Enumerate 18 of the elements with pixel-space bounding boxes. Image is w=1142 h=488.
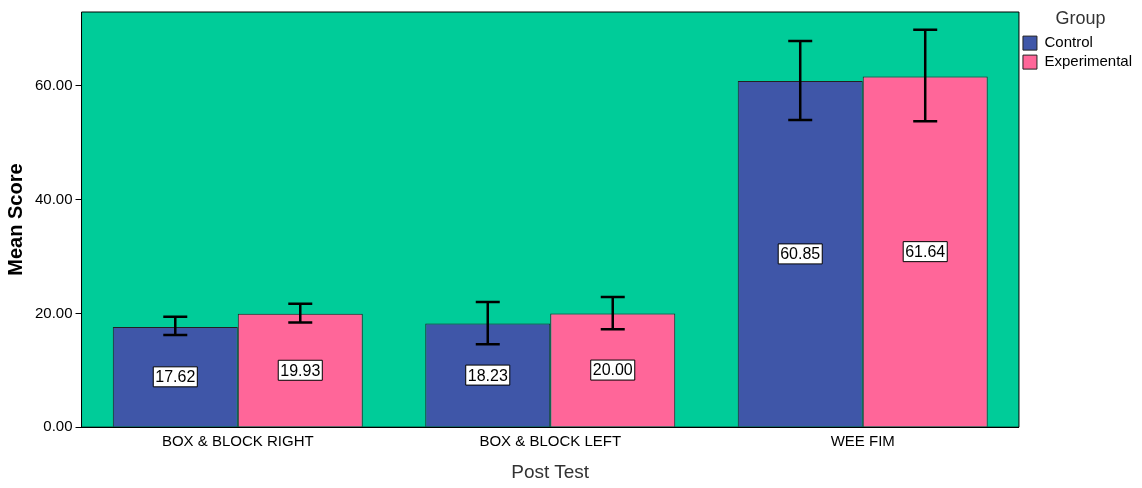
legend-label: Control <box>1044 33 1093 51</box>
data-label: 61.64 <box>905 243 946 261</box>
legend-title: Group <box>1055 7 1106 28</box>
x-tick-label: BOX & BLOCK RIGHT <box>161 432 314 450</box>
y-tick-label: 60.00 <box>34 76 73 94</box>
data-label: 18.23 <box>467 366 508 384</box>
x-tick-label: BOX & BLOCK LEFT <box>479 432 622 450</box>
y-tick-label: 0.00 <box>43 417 73 435</box>
data-label: 60.85 <box>780 245 821 263</box>
data-label: 19.93 <box>280 361 321 379</box>
x-tick-label: WEE FIM <box>830 432 895 450</box>
data-label: 17.62 <box>155 368 196 386</box>
y-tick-label: 40.00 <box>34 189 73 207</box>
data-label: 20.00 <box>592 361 633 379</box>
y-tick-label: 20.00 <box>34 303 73 321</box>
x-axis-title: Post Test <box>511 460 590 482</box>
y-axis-title: Mean Score <box>3 163 26 276</box>
legend-label: Experimental <box>1044 52 1133 70</box>
